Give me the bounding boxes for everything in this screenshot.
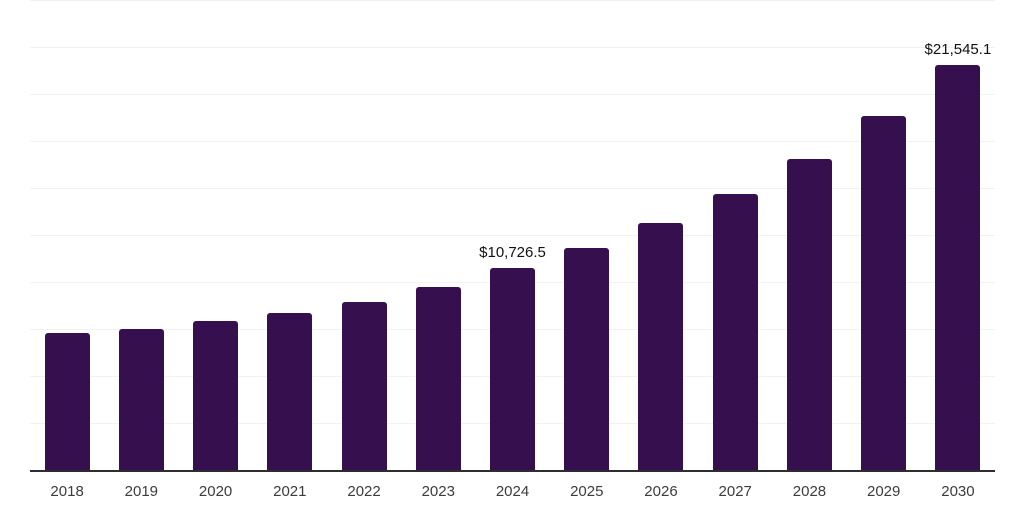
x-axis-label-2027: 2027 [718,483,752,500]
bar-slot-2030: $21,545.1 [921,0,995,470]
x-axis-label-2021: 2021 [273,483,307,500]
bar-slot-2018 [30,0,104,470]
gridline-20000 [30,94,995,95]
bars-container: $10,726.5 $21,545.1 [30,0,995,470]
data-label-2030: $21,545.1 [924,40,992,58]
bar-slot-2020 [178,0,252,470]
bar-2024 [490,268,536,470]
bar-2021 [267,313,313,470]
bar-2029 [861,115,907,470]
bar-2019 [118,329,164,470]
bar-slot-2026 [624,0,698,470]
x-axis-label-2024: 2024 [495,483,530,500]
bar-2027 [712,193,758,470]
bar-slot-2027 [698,0,772,470]
bar-slot-2024: $10,726.5 [475,0,549,470]
x-axis-label-2023: 2023 [421,483,455,500]
x-axis-label-2020: 2020 [198,483,233,500]
x-axis-label-2026: 2026 [644,483,678,500]
bar-slot-2028 [772,0,846,470]
x-axis-label-2025: 2025 [570,483,604,500]
bar-2020 [193,321,239,470]
bar-2023 [415,287,461,470]
bar-2022 [341,301,387,470]
x-axis-label-2019: 2019 [124,483,159,500]
plot-area: $10,726.5 $21,545.1 [30,0,995,472]
bar-slot-2019 [104,0,178,470]
bar-slot-2025 [550,0,624,470]
data-label-2024: $10,726.5 [479,244,546,262]
x-axis-label-2028: 2028 [792,483,827,500]
bar-2026 [638,223,684,470]
bar-slot-2029 [847,0,921,470]
x-axis-label-2030: 2030 [941,483,975,500]
x-axis: 2018 2019 2020 2021 2022 2023 2024 2025 2026 2027… [30,483,995,500]
bar-slot-2022 [327,0,401,470]
x-axis-label-2018: 2018 [50,483,84,500]
gridline-17500 [30,141,995,142]
bar-2028 [786,159,832,470]
bar-2025 [564,247,610,470]
bar-slot-2023 [401,0,475,470]
gridline-22500 [30,47,995,48]
x-axis-label-2029: 2029 [867,483,901,500]
bar-2018 [44,332,90,470]
bar-2030 [935,64,981,470]
gridline-12500 [30,235,995,236]
bar-slot-2021 [253,0,327,470]
gridline-25000 [30,0,995,1]
gridline-15000 [30,188,995,189]
x-axis-label-2022: 2022 [347,483,381,500]
